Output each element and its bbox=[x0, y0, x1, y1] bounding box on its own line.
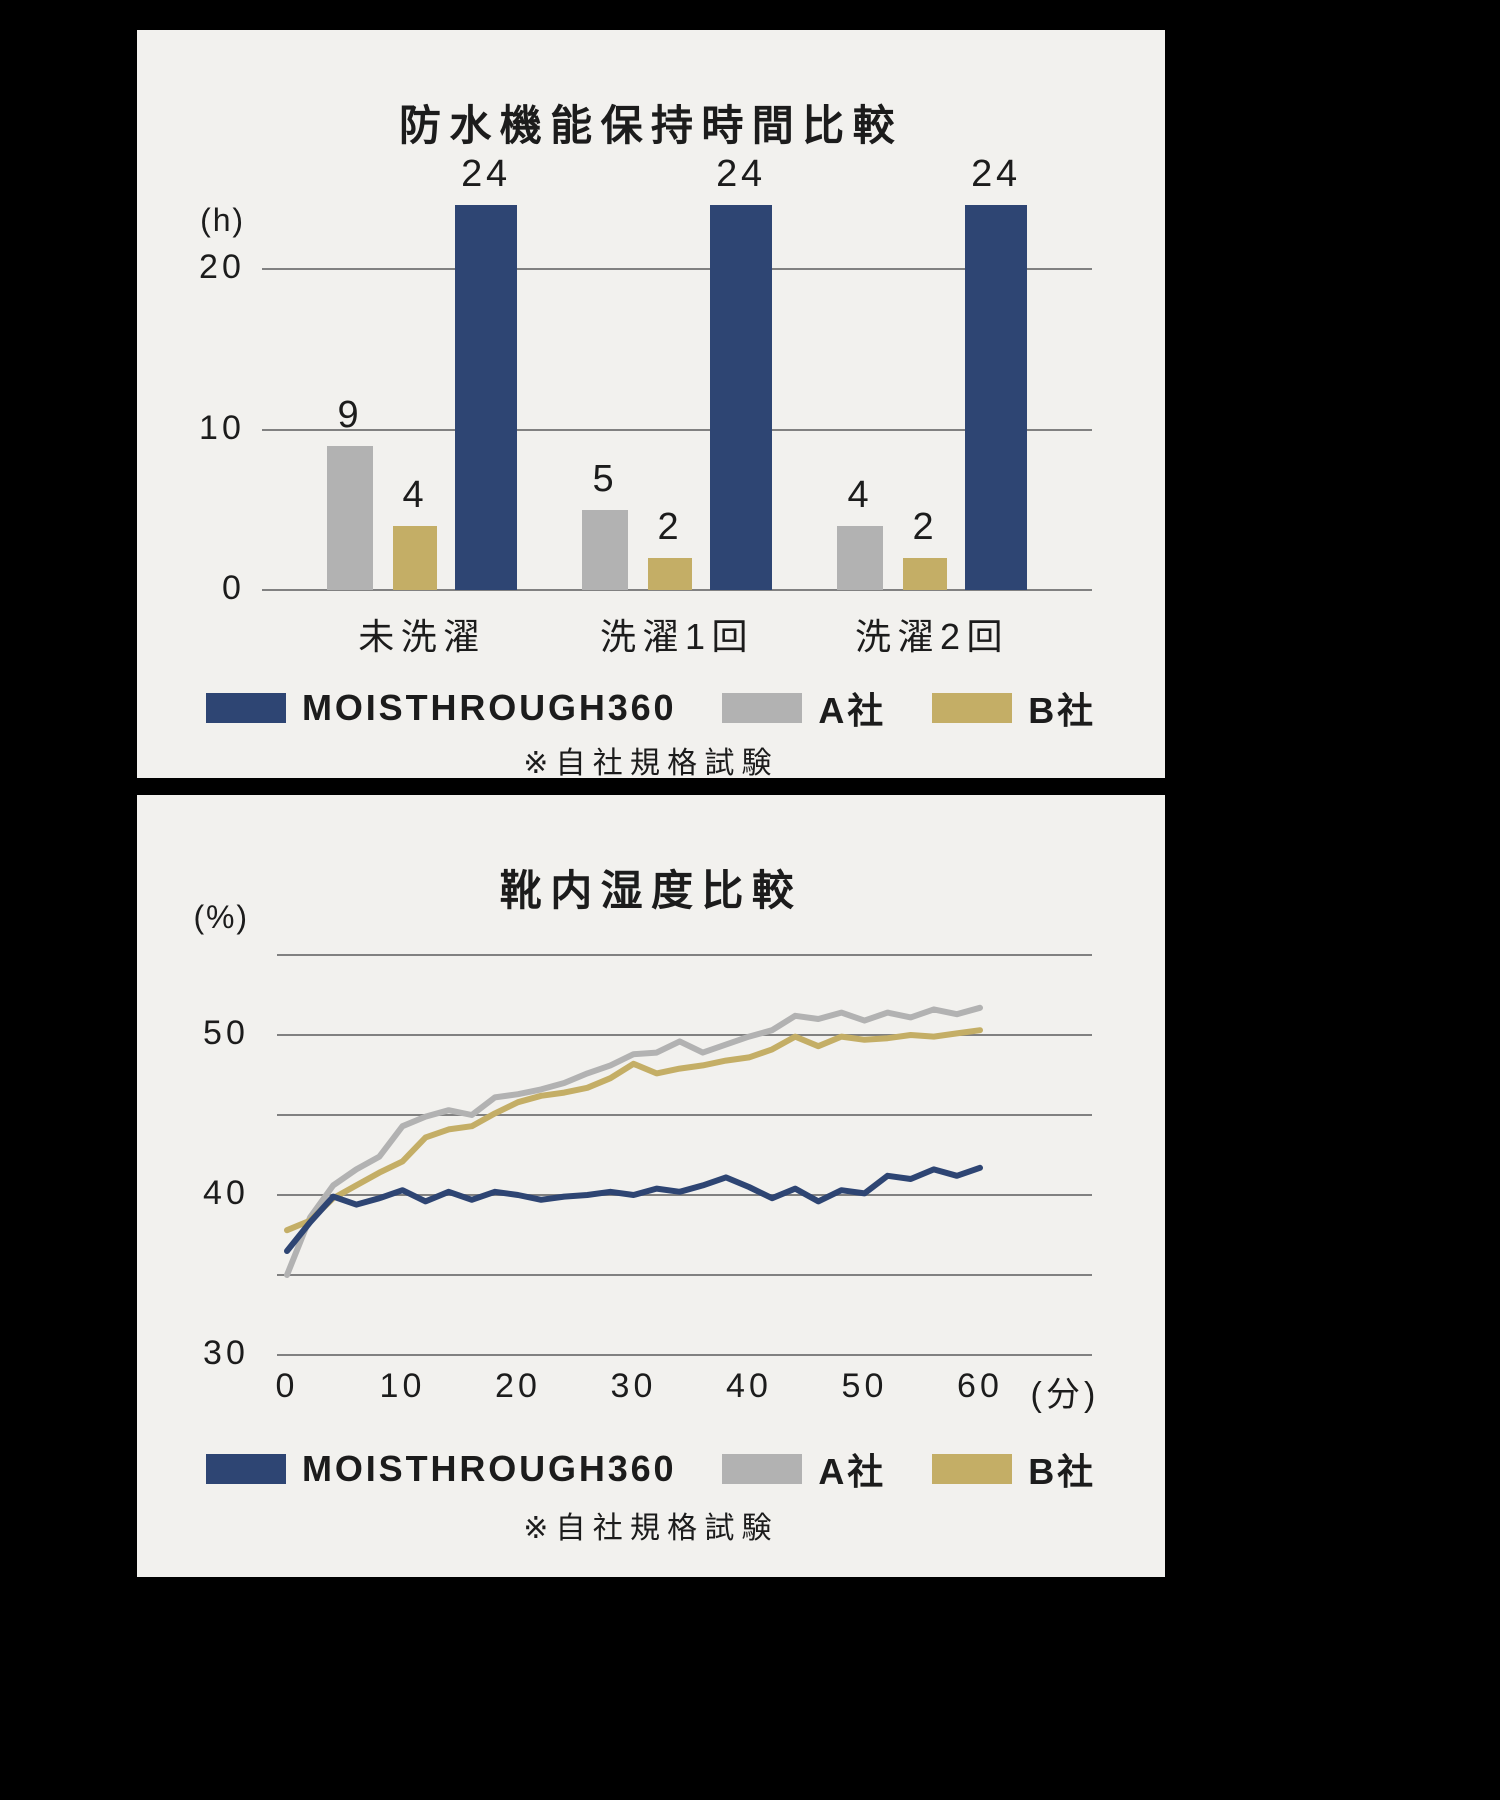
bar-value-label-company-b: 2 bbox=[912, 505, 938, 548]
legend-label-company-a: A社 bbox=[818, 690, 887, 731]
bar-value-label-moisthrough360: 24 bbox=[716, 153, 766, 195]
bar-value-label-moisthrough360: 24 bbox=[461, 153, 511, 195]
bar-chart-category-label: 未洗濯 bbox=[358, 616, 486, 657]
legend-swatch-moisthrough360 bbox=[206, 693, 287, 723]
bar-chart-legend: MOISTHROUGH360 A社 B社 bbox=[137, 682, 1165, 734]
bar-moisthrough360 bbox=[710, 205, 772, 590]
legend-label-company-a: A社 bbox=[818, 1451, 887, 1492]
bar-value-label-company-b: 2 bbox=[657, 505, 683, 548]
line-chart-ytick: 30 bbox=[203, 1334, 249, 1372]
bar-moisthrough360 bbox=[965, 205, 1027, 590]
humidity-line-chart-panel: 靴内湿度比較 (%) 50 40 30 0 10 20 30 40 50 60 (分) MOISTH… bbox=[137, 795, 1165, 1577]
legend-item-company-b: B社 bbox=[932, 682, 1096, 734]
legend-label-company-b: B社 bbox=[1028, 690, 1096, 731]
bar-chart-footnote: ※自社規格試験 bbox=[523, 747, 779, 780]
bar-company-a bbox=[582, 509, 628, 590]
bar-chart-gridline bbox=[262, 268, 1092, 271]
legend-item-moisthrough360: MOISTHROUGH360 bbox=[206, 1448, 676, 1490]
legend-label-moisthrough360: MOISTHROUGH360 bbox=[302, 1448, 677, 1489]
line-chart-xtick: 20 bbox=[495, 1367, 541, 1405]
legend-item-company-a: A社 bbox=[722, 682, 886, 734]
bar-moisthrough360 bbox=[455, 205, 517, 590]
legend-swatch-company-b bbox=[932, 1454, 1013, 1484]
line-chart-xtick: 30 bbox=[610, 1367, 657, 1405]
bar-chart-gridline bbox=[262, 428, 1092, 431]
bar-chart-plot-area: 20 10 0 9 4 24 未洗濯 5 2 24 洗濯1回 4 2 24 洗濯2回 bbox=[137, 30, 1165, 778]
line-chart-footnote: ※自社規格試験 bbox=[523, 1512, 779, 1545]
legend-swatch-company-a bbox=[722, 693, 803, 723]
legend-item-company-b: B社 bbox=[932, 1443, 1096, 1495]
legend-item-company-a: A社 bbox=[722, 1443, 886, 1495]
line-chart-xtick: 10 bbox=[379, 1367, 426, 1405]
bar-chart-category-label: 洗濯1回 bbox=[600, 616, 754, 657]
line-chart-ytick: 50 bbox=[203, 1014, 249, 1052]
line-chart-gridline bbox=[277, 1274, 1092, 1276]
bar-chart-title: 防水機能保持時間比較 bbox=[398, 102, 903, 149]
line-company-b bbox=[284, 1027, 983, 1234]
line-company-a bbox=[284, 1004, 983, 1278]
line-chart-title: 靴内湿度比較 bbox=[499, 867, 803, 914]
bar-chart-gridline bbox=[262, 589, 1092, 591]
line-chart-ytick: 40 bbox=[203, 1174, 249, 1212]
legend-item-moisthrough360: MOISTHROUGH360 bbox=[206, 687, 676, 729]
bar-company-b bbox=[903, 557, 947, 590]
bar-value-label-company-a: 9 bbox=[337, 393, 363, 436]
bar-value-label-company-a: 4 bbox=[847, 473, 873, 516]
bar-value-label-company-b: 4 bbox=[402, 473, 428, 516]
line-chart-legend: MOISTHROUGH360 A社 B社 bbox=[137, 1443, 1165, 1495]
legend-swatch-company-a bbox=[722, 1454, 803, 1484]
waterproof-duration-chart-panel: 防水機能保持時間比較 (h) 20 10 0 9 4 24 未洗濯 5 2 24 洗濯1回 4 2 24 洗… bbox=[137, 30, 1165, 780]
bar-chart-ytick: 10 bbox=[199, 408, 245, 447]
line-chart-xtick: 60 bbox=[957, 1367, 1003, 1405]
humidity-lines-svg bbox=[284, 1004, 983, 1278]
bar-chart-ytick: 20 bbox=[199, 248, 245, 287]
legend-label-company-b: B社 bbox=[1028, 1451, 1096, 1492]
line-chart-y-unit-label: (%) bbox=[193, 899, 249, 935]
bar-value-label-moisthrough360: 24 bbox=[971, 153, 1021, 195]
legend-swatch-moisthrough360 bbox=[206, 1454, 287, 1484]
line-chart-gridline bbox=[277, 1034, 1092, 1036]
line-chart-plot-area: 50 40 30 0 10 20 30 40 50 60 (分) bbox=[137, 795, 1165, 1577]
line-chart-x-unit-label: (分) bbox=[1030, 1376, 1100, 1414]
line-chart-xtick: 40 bbox=[726, 1367, 772, 1405]
bar-value-label-company-a: 5 bbox=[592, 457, 618, 500]
line-chart-xtick: 50 bbox=[841, 1367, 888, 1405]
bar-company-b bbox=[648, 557, 692, 590]
legend-swatch-company-b bbox=[932, 693, 1013, 723]
bar-company-b bbox=[393, 525, 437, 590]
line-chart-xtick: 0 bbox=[275, 1367, 299, 1405]
line-moisthrough360 bbox=[284, 1164, 983, 1254]
line-chart-gridline bbox=[277, 1194, 1092, 1196]
bar-chart-y-unit-label: (h) bbox=[200, 202, 245, 238]
line-chart-gridline bbox=[277, 1354, 1092, 1356]
line-chart-gridline bbox=[277, 954, 1092, 956]
bar-company-a bbox=[837, 525, 883, 590]
bar-chart-ytick: 0 bbox=[222, 569, 245, 607]
bar-company-a bbox=[327, 445, 373, 590]
legend-label-moisthrough360: MOISTHROUGH360 bbox=[302, 687, 677, 728]
bar-chart-category-label: 洗濯2回 bbox=[855, 616, 1009, 657]
line-chart-gridline bbox=[277, 1114, 1092, 1116]
